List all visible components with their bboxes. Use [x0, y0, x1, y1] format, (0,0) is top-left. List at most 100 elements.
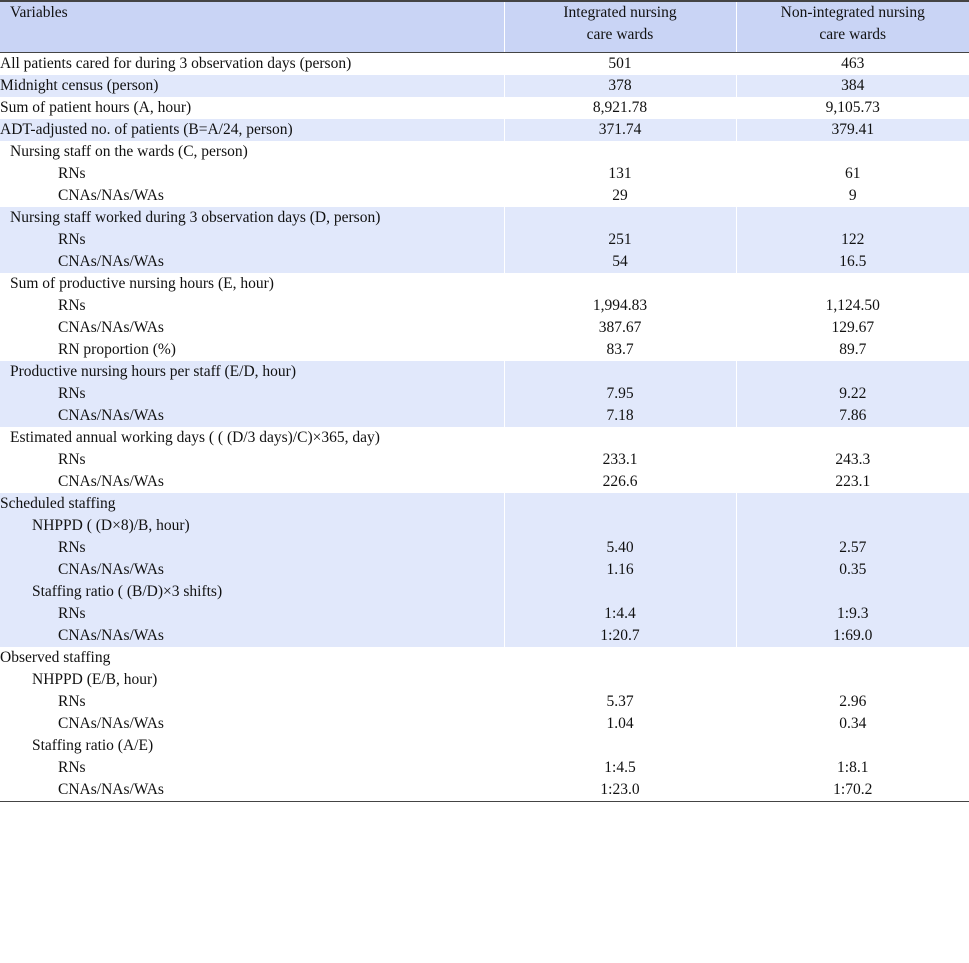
row-adt-adjusted: ADT-adjusted no. of patients (B=A/24, pe… [0, 119, 969, 141]
sub-label-cnas: CNAs/NAs/WAs [58, 627, 164, 644]
section-label: Scheduled staffing [0, 495, 116, 512]
cell-integrated-cnas: 1.04 [606, 715, 634, 732]
cell-integrated: 501 [608, 55, 632, 72]
row-label: ADT-adjusted no. of patients (B=A/24, pe… [0, 121, 293, 138]
cell-integrated-rns: 233.1 [602, 451, 638, 468]
sub-label-rns: RNs [58, 385, 86, 402]
sub-label-cnas: CNAs/NAs/WAs [58, 253, 164, 270]
header-nonintegrated-line2: care wards [819, 26, 887, 43]
cell-integrated-cnas: 226.6 [602, 473, 638, 490]
cell-nonintegrated-cnas: 1:70.2 [833, 781, 873, 798]
cell-nonintegrated: 384 [841, 77, 865, 94]
cell-integrated: 8,921.78 [592, 99, 648, 116]
cell-integrated: 371.74 [598, 121, 642, 138]
section-label: Observed staffing [0, 649, 111, 666]
cell-nonintegrated-rns: 1:8.1 [837, 759, 869, 776]
cell-nonintegrated-cnas: 1:69.0 [833, 627, 873, 644]
cell-nonintegrated-rns: 122 [841, 231, 865, 248]
cell-nonintegrated: 379.41 [831, 121, 875, 138]
row-staff-worked: Nursing staff worked during 3 observatio… [0, 207, 969, 273]
row-label: Staffing ratio (A/E) [32, 737, 154, 754]
sub-label-rns: RNs [58, 539, 86, 556]
row-label: Nursing staff worked during 3 observatio… [10, 209, 381, 226]
row-annual-days: Estimated annual working days ( ( (D/3 d… [0, 427, 969, 493]
sub-label-rns: RNs [58, 165, 86, 182]
sub-label-cnas: CNAs/NAs/WAs [58, 473, 164, 490]
row-label: Productive nursing hours per staff (E/D,… [10, 363, 296, 380]
row-label: NHPPD ( (D×8)/B, hour) [32, 517, 190, 534]
row-label: Nursing staff on the wards (C, person) [10, 143, 248, 160]
sub-label-cnas: CNAs/NAs/WAs [58, 407, 164, 424]
cell-integrated: 378 [608, 77, 632, 94]
cell-integrated-rns: 1:4.5 [604, 759, 636, 776]
cell-nonintegrated-cnas: 0.35 [839, 561, 867, 578]
cell-integrated-cnas: 1:23.0 [600, 781, 640, 798]
cell-nonintegrated-cnas: 9 [848, 187, 857, 204]
sub-label-cnas: CNAs/NAs/WAs [58, 319, 164, 336]
sub-label-cnas: CNAs/NAs/WAs [58, 187, 164, 204]
row-scheduled-nhppd: NHPPD ( (D×8)/B, hour) RNs CNAs/NAs/WAs … [0, 515, 969, 581]
sub-label-cnas: CNAs/NAs/WAs [58, 561, 164, 578]
cell-nonintegrated-rns: 1,124.50 [825, 297, 880, 314]
sub-label-cnas: CNAs/NAs/WAs [58, 781, 164, 798]
row-staff-on-wards: Nursing staff on the wards (C, person) R… [0, 141, 969, 207]
row-midnight-census: Midnight census (person) 378 384 [0, 75, 969, 97]
sub-label-rn-proportion: RN proportion (%) [58, 341, 176, 358]
cell-integrated-cnas: 1:20.7 [600, 627, 640, 644]
cell-nonintegrated-cnas: 129.67 [831, 319, 875, 336]
sub-label-rns: RNs [58, 693, 86, 710]
cell-nonintegrated-cnas: 7.86 [839, 407, 867, 424]
header-integrated: Integrated nursing care wards [503, 0, 736, 53]
cell-nonintegrated-rns: 1:9.3 [837, 605, 869, 622]
cell-integrated-rns: 251 [608, 231, 632, 248]
cell-integrated-rns: 1:4.4 [604, 605, 636, 622]
cell-integrated-cnas: 29 [612, 187, 628, 204]
staffing-table: Variables Integrated nursing care wards … [0, 0, 969, 802]
cell-integrated-rns: 7.95 [606, 385, 634, 402]
cell-integrated-rns: 5.40 [606, 539, 634, 556]
cell-nonintegrated-rns: 61 [845, 165, 861, 182]
header-variables: Variables [0, 0, 504, 53]
header-integrated-line2: care wards [586, 26, 654, 43]
header-nonintegrated-line1: Non-integrated nursing [780, 4, 925, 21]
cell-nonintegrated-rns: 243.3 [835, 451, 871, 468]
header-nonintegrated: Non-integrated nursing care wards [735, 0, 969, 53]
row-label: Midnight census (person) [0, 77, 159, 94]
cell-nonintegrated-cnas: 16.5 [839, 253, 867, 270]
row-observed-staffing: Observed staffing [0, 647, 969, 669]
sub-label-cnas: CNAs/NAs/WAs [58, 715, 164, 732]
cell-integrated-cnas: 7.18 [606, 407, 634, 424]
row-scheduled-staffing: Scheduled staffing [0, 493, 969, 515]
cell-nonintegrated-cnas: 223.1 [835, 473, 871, 490]
row-observed-nhppd: NHPPD (E/B, hour) RNs CNAs/NAs/WAs 5.37 … [0, 669, 969, 735]
row-all-patients: All patients cared for during 3 observat… [0, 52, 969, 75]
cell-nonintegrated: 463 [841, 55, 865, 72]
row-label: Staffing ratio ( (B/D)×3 shifts) [32, 583, 223, 600]
row-observed-ratio: Staffing ratio (A/E) RNs CNAs/NAs/WAs 1:… [0, 735, 969, 802]
cell-integrated-rns: 131 [608, 165, 632, 182]
sub-label-rns: RNs [58, 297, 86, 314]
cell-nonintegrated-cnas: 0.34 [839, 715, 867, 732]
cell-nonintegrated: 9,105.73 [825, 99, 880, 116]
row-label: Estimated annual working days ( ( (D/3 d… [10, 429, 380, 446]
row-hours-per-staff: Productive nursing hours per staff (E/D,… [0, 361, 969, 427]
cell-nonintegrated-rns: 2.96 [839, 693, 867, 710]
cell-integrated-rns: 1,994.83 [592, 297, 648, 314]
cell-integrated-cnas: 387.67 [598, 319, 642, 336]
row-label: Sum of productive nursing hours (E, hour… [10, 275, 274, 292]
cell-integrated-cnas: 1.16 [606, 561, 634, 578]
cell-nonintegrated-rns: 9.22 [839, 385, 867, 402]
header-row: Variables Integrated nursing care wards … [0, 0, 969, 53]
cell-nonintegrated-rn-proportion: 89.7 [839, 341, 867, 358]
row-patient-hours: Sum of patient hours (A, hour) 8,921.78 … [0, 97, 969, 119]
row-label: Sum of patient hours (A, hour) [0, 99, 192, 116]
cell-integrated-cnas: 54 [612, 253, 628, 270]
row-label: All patients cared for during 3 observat… [0, 55, 352, 72]
cell-nonintegrated-rns: 2.57 [839, 539, 867, 556]
row-label: NHPPD (E/B, hour) [32, 671, 158, 688]
row-scheduled-ratio: Staffing ratio ( (B/D)×3 shifts) RNs CNA… [0, 581, 969, 647]
row-productive-hours: Sum of productive nursing hours (E, hour… [0, 273, 969, 361]
sub-label-rns: RNs [58, 231, 86, 248]
cell-integrated-rns: 5.37 [606, 693, 634, 710]
sub-label-rns: RNs [58, 451, 86, 468]
